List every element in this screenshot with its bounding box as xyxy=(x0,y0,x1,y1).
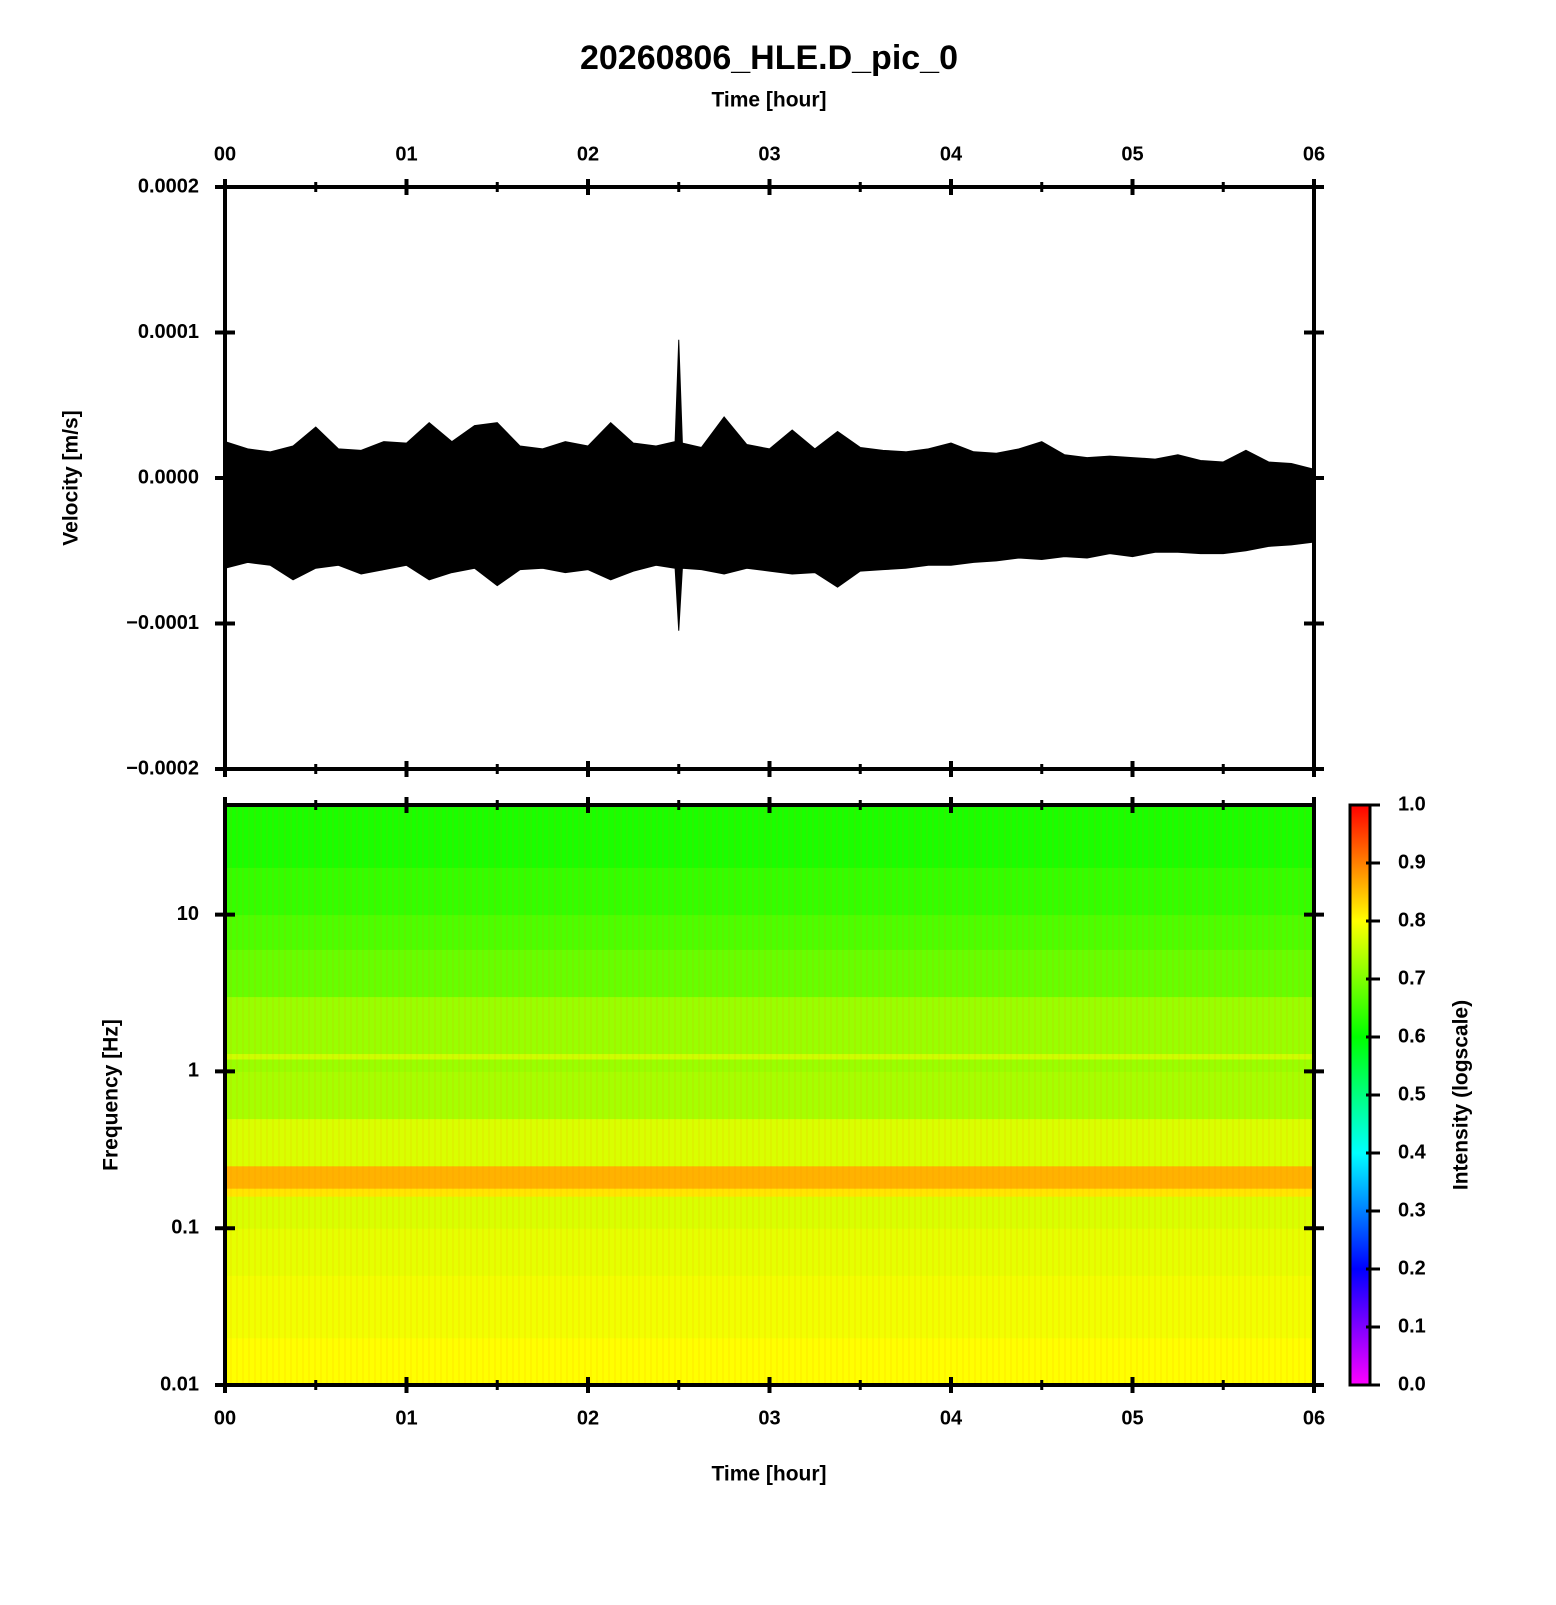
spectrogram-band xyxy=(225,996,1314,1055)
y-tick-label: 0.01 xyxy=(160,1373,199,1395)
y-tick-label: 1 xyxy=(188,1060,199,1082)
colorbar-tick-label: 0.1 xyxy=(1398,1315,1426,1337)
x-tick-label: 01 xyxy=(395,1407,417,1429)
spectrogram-band xyxy=(225,1228,1314,1276)
x-axis-title: Time [hour] xyxy=(711,89,826,112)
colorbar-tick-label: 0.2 xyxy=(1398,1257,1426,1279)
spectrogram-band xyxy=(225,1196,1314,1229)
spectrogram-band xyxy=(225,1053,1314,1060)
y-tick-label: −0.0002 xyxy=(126,757,199,779)
colorbar-tick-label: 0.9 xyxy=(1398,851,1426,873)
x-tick-label: 05 xyxy=(1121,1407,1143,1429)
plot-frame xyxy=(223,185,1316,771)
x-tick-label: 03 xyxy=(758,1407,780,1429)
colorbar-tick-label: 0.4 xyxy=(1398,1141,1427,1163)
spectrogram-band xyxy=(225,1071,1314,1120)
spectrogram-band xyxy=(225,1165,1314,1189)
spectrogram-band xyxy=(225,949,1314,998)
y-tick-label: 0.0001 xyxy=(138,321,199,343)
x-tick-label: 00 xyxy=(214,143,236,165)
x-tick-label: 02 xyxy=(577,1407,599,1429)
spectrogram-band xyxy=(225,805,1314,868)
spectrogram-band xyxy=(225,867,1314,916)
x-tick-label: 00 xyxy=(214,1407,236,1429)
chart-title: 20260806_HLE.D_pic_0 xyxy=(580,39,958,77)
spectrogram-band xyxy=(225,1058,1314,1072)
x-tick-label: 06 xyxy=(1303,1407,1325,1429)
x-tick-label: 03 xyxy=(758,143,780,165)
colorbar-tick-label: 0.6 xyxy=(1398,1025,1426,1047)
spectrogram-band xyxy=(225,1188,1314,1197)
colorbar-tick-label: 1.0 xyxy=(1398,793,1426,815)
spectrogram-band xyxy=(225,1275,1314,1339)
colorbar-tick-label: 0.5 xyxy=(1398,1083,1426,1105)
colorbar-tick-label: 0.7 xyxy=(1398,967,1426,989)
colorbar-tick-label: 0.3 xyxy=(1398,1199,1426,1221)
x-tick-label: 04 xyxy=(940,1407,963,1429)
x-tick-label: 02 xyxy=(577,143,599,165)
colorbar-tick-label: 0.0 xyxy=(1398,1373,1426,1395)
y-tick-label: 0.0000 xyxy=(138,466,199,488)
y-axis-title: Frequency [Hz] xyxy=(100,1019,123,1171)
x-tick-label: 05 xyxy=(1121,143,1143,165)
x-tick-label: 06 xyxy=(1303,143,1325,165)
x-axis-title: Time [hour] xyxy=(711,1463,826,1486)
waveform xyxy=(224,339,1315,631)
y-tick-label: −0.0001 xyxy=(126,612,199,634)
plot-frame xyxy=(223,803,1316,1387)
colorbar-tick-label: 0.8 xyxy=(1398,909,1426,931)
y-axis-title: Velocity [m/s] xyxy=(60,410,83,545)
y-tick-label: 0.0002 xyxy=(138,175,199,197)
y-tick-label: 10 xyxy=(177,903,199,925)
colorbar-title: Intensity (logscale) xyxy=(1450,1000,1473,1190)
spectrogram-band xyxy=(225,914,1314,950)
x-tick-label: 04 xyxy=(940,143,963,165)
spectrogram-band xyxy=(225,1118,1314,1167)
x-tick-label: 01 xyxy=(395,143,417,165)
y-tick-label: 0.1 xyxy=(171,1216,199,1238)
